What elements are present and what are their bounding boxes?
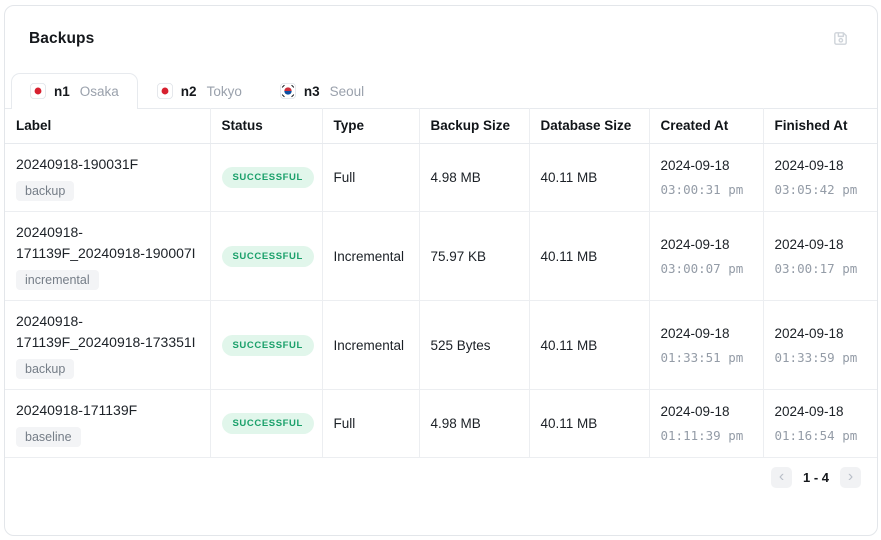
created-date: 2024-09-18 [660, 404, 730, 419]
backup-tag: backup [16, 181, 75, 201]
created-at-cell: 2024-09-18 01:33:51 pm [649, 300, 764, 390]
column-header-status: Status [210, 108, 323, 144]
previous-page-button[interactable]: ‹ [770, 467, 792, 488]
status-badge: SUCCESSFUL [221, 413, 314, 434]
chevron-left-icon: ‹ [778, 467, 785, 485]
table-row: 20240918-171139F_20240918-190007I increm… [5, 211, 877, 301]
type-cell: Full [322, 143, 420, 212]
korea-flag-icon [279, 83, 296, 99]
column-header-database-size: Database Size [529, 108, 650, 144]
created-at-cell: 2024-09-18 03:00:07 pm [649, 211, 764, 301]
status-cell: SUCCESSFUL [210, 143, 323, 212]
node-tab[interactable]: n3 Seoul [261, 73, 383, 109]
finished-date: 2024-09-18 [774, 325, 844, 341]
table-row: 20240918-171139F_20240918-173351I backup… [5, 300, 877, 390]
status-cell: SUCCESSFUL [210, 389, 323, 458]
status-cell: SUCCESSFUL [210, 300, 323, 390]
finished-time: 03:05:42 pm [774, 182, 858, 197]
database-size-cell: 40.11 MB [529, 211, 650, 301]
created-time: 01:33:51 pm [660, 349, 744, 365]
backup-size-cell: 525 Bytes [419, 300, 530, 390]
page-range: 1 - 4 [802, 470, 829, 485]
created-at-cell: 2024-09-18 03:00:31 pm [649, 143, 764, 212]
japan-flag-icon [156, 83, 173, 99]
label-cell: 20240918-190031F backup [5, 143, 211, 212]
type-cell: Full [322, 389, 420, 458]
node-tab[interactable]: n1 Osaka [11, 73, 138, 109]
page-title: Backups [29, 30, 95, 47]
table-header-row: Label Status Type Backup Size Database S… [5, 108, 877, 144]
created-time: 03:00:07 pm [660, 260, 744, 276]
backup-size-cell: 75.97 KB [419, 211, 530, 301]
type-cell: Incremental [322, 300, 420, 390]
table-row: 20240918-171139F baseline SUCCESSFUL Ful… [5, 389, 877, 458]
status-cell: SUCCESSFUL [210, 211, 323, 301]
finished-at-cell: 2024-09-18 03:00:17 pm [763, 211, 877, 301]
column-header-backup-size: Backup Size [419, 108, 530, 144]
save-icon [832, 32, 849, 50]
chevron-right-icon: › [847, 467, 854, 485]
created-date: 2024-09-18 [660, 236, 730, 252]
database-size-cell: 40.11 MB [529, 389, 650, 458]
tab-node-city: Osaka [79, 83, 119, 99]
created-time: 03:00:31 pm [660, 182, 744, 197]
created-time: 01:11:39 pm [660, 428, 744, 443]
backups-table: Label Status Type Backup Size Database S… [5, 108, 877, 458]
label-cell: 20240918-171139F_20240918-173351I backup [5, 300, 211, 390]
table-footer: ‹ 1 - 4 › [5, 458, 877, 498]
database-size-cell: 40.11 MB [529, 300, 650, 390]
finished-date: 2024-09-18 [774, 158, 844, 173]
backup-tag: baseline [16, 427, 81, 447]
finished-time: 01:33:59 pm [774, 349, 858, 365]
finished-at-cell: 2024-09-18 01:33:59 pm [763, 300, 877, 390]
tab-node-city: Seoul [329, 83, 365, 99]
next-page-button[interactable]: › [840, 467, 861, 488]
tab-node-city: Tokyo [206, 83, 242, 99]
backup-label: 20240918-190031F [16, 156, 139, 172]
finished-time: 01:16:54 pm [774, 428, 858, 443]
node-tab[interactable]: n2 Tokyo [138, 73, 261, 109]
created-date: 2024-09-18 [660, 158, 730, 173]
node-tabs: n1 Osaka n2 Tokyo [11, 73, 877, 109]
backup-size-cell: 4.98 MB [419, 389, 530, 458]
label-cell: 20240918-171139F baseline [5, 389, 211, 458]
created-date: 2024-09-18 [660, 325, 730, 341]
status-badge: SUCCESSFUL [221, 245, 314, 267]
backup-label: 20240918-171139F [16, 402, 138, 418]
tab-node-name: n2 [180, 83, 197, 99]
column-header-type: Type [322, 108, 420, 144]
type-cell: Incremental [322, 211, 420, 301]
backup-size-cell: 4.98 MB [419, 143, 530, 212]
finished-at-cell: 2024-09-18 03:05:42 pm [763, 143, 877, 212]
created-at-cell: 2024-09-18 01:11:39 pm [649, 389, 764, 458]
status-badge: SUCCESSFUL [221, 167, 314, 188]
column-header-created-at: Created At [649, 108, 764, 144]
table-row: 20240918-190031F backup SUCCESSFUL Full … [5, 143, 877, 212]
column-header-label: Label [5, 108, 211, 144]
backup-label: 20240918-171139F_20240918-173351I [16, 313, 196, 350]
save-button[interactable] [830, 28, 851, 49]
tab-node-name: n1 [54, 83, 70, 99]
finished-date: 2024-09-18 [774, 404, 844, 419]
japan-flag-icon [30, 83, 46, 99]
label-cell: 20240918-171139F_20240918-190007I increm… [5, 211, 211, 301]
backups-panel: Backups n1 Osaka [4, 5, 878, 536]
backup-tag: incremental [16, 270, 99, 290]
backup-tag: backup [16, 359, 75, 379]
column-header-finished-at: Finished At [763, 108, 877, 144]
database-size-cell: 40.11 MB [529, 143, 650, 212]
finished-time: 03:00:17 pm [774, 260, 858, 276]
backup-label: 20240918-171139F_20240918-190007I [16, 224, 196, 261]
tab-node-name: n3 [303, 83, 320, 99]
status-badge: SUCCESSFUL [221, 334, 314, 356]
finished-at-cell: 2024-09-18 01:16:54 pm [763, 389, 877, 458]
finished-date: 2024-09-18 [774, 236, 844, 252]
